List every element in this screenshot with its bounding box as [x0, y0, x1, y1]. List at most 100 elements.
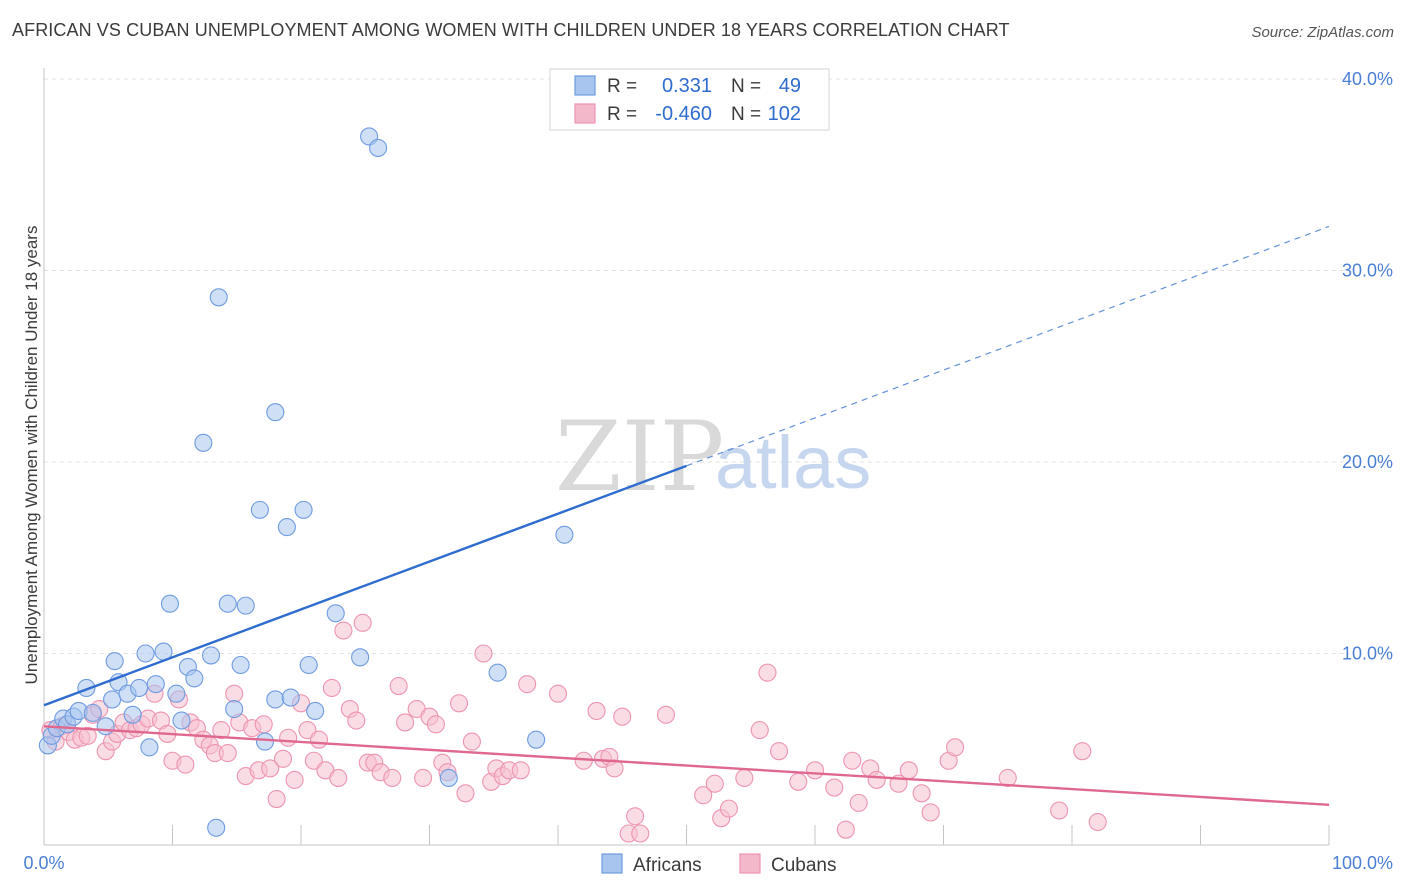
y-tick-label: 10.0%	[1342, 644, 1393, 664]
legend-n-value: 102	[768, 103, 801, 125]
legend-r-value: -0.460	[655, 103, 712, 125]
africans-points	[38, 127, 574, 837]
cubans-point	[836, 820, 855, 839]
africans-point	[266, 690, 285, 709]
gridlines	[44, 78, 1349, 654]
cubans-point	[426, 715, 445, 734]
africans-point	[351, 648, 370, 667]
africans-point	[266, 403, 285, 422]
africans-point	[123, 705, 142, 724]
correlation-legend: R = 0.331 N = 49 R = -0.460 N = 102	[549, 68, 830, 131]
cubans-point	[849, 793, 868, 812]
cubans-point	[285, 770, 304, 789]
africans-point	[277, 518, 296, 537]
cubans-point	[347, 711, 366, 730]
africans-point	[96, 717, 115, 736]
africans-point	[326, 604, 345, 623]
cubans-point	[78, 726, 97, 745]
africans-point	[136, 644, 155, 663]
cubans-point	[1050, 801, 1069, 820]
cubans-point	[254, 715, 273, 734]
cubans-point	[462, 732, 481, 751]
africans-point	[369, 138, 388, 157]
series-legend: Africans Cubans	[601, 853, 837, 876]
africans-point	[527, 730, 546, 749]
y-tick-label: 40.0%	[1342, 69, 1393, 89]
cubans-point	[389, 677, 408, 696]
cubans-point	[511, 761, 530, 780]
africans-point	[202, 646, 221, 665]
cubans-point	[218, 744, 237, 763]
legend-swatch-cubans	[574, 103, 596, 124]
cubans-point	[758, 663, 777, 682]
africans-point	[281, 688, 300, 707]
cubans-point	[383, 768, 402, 788]
bottom-legend-swatch-africans	[601, 853, 623, 874]
africans-point	[209, 288, 228, 307]
cubans-point	[912, 784, 931, 803]
cubans-point	[353, 613, 372, 632]
cubans-point	[735, 768, 754, 788]
cubans-point	[279, 728, 298, 747]
legend-n-value: 49	[779, 75, 801, 97]
cubans-point	[261, 759, 280, 778]
africans-trend-line	[43, 464, 687, 707]
africans-point	[185, 669, 204, 688]
cubans-point	[605, 759, 624, 778]
cubans-point	[694, 786, 713, 805]
africans-point	[236, 596, 255, 615]
africans-point	[255, 732, 275, 751]
africans-point	[146, 675, 165, 694]
cubans-point	[309, 730, 329, 749]
cubans-point	[456, 784, 475, 803]
cubans-point	[946, 738, 965, 757]
legend-r-value: 0.331	[662, 75, 712, 97]
africans-point	[105, 652, 124, 671]
cubans-point	[587, 701, 606, 721]
cubans-point	[212, 721, 231, 740]
bottom-legend-swatch-cubans	[739, 853, 761, 874]
africans-point	[231, 655, 250, 675]
africans-point	[194, 433, 213, 452]
cubans-point	[548, 684, 568, 703]
cubans-point	[769, 742, 789, 761]
cubans-point	[867, 770, 886, 789]
cubans-point	[613, 707, 632, 726]
x-tick-label: 0.0%	[23, 853, 64, 873]
trend-lines	[43, 225, 1330, 806]
africans-point	[140, 738, 159, 757]
cubans-point	[631, 824, 650, 843]
cubans-point	[474, 644, 493, 663]
x-tick-label: 100.0%	[1332, 853, 1393, 873]
africans-point	[218, 594, 237, 613]
cubans-point	[843, 751, 862, 770]
cubans-point	[1073, 742, 1092, 761]
legend-r-label: R =	[607, 104, 637, 125]
africans-point	[167, 684, 186, 703]
cubans-point	[705, 774, 724, 793]
cubans-point	[414, 768, 433, 788]
cubans-point	[921, 803, 940, 822]
africans-point	[160, 594, 179, 613]
cubans-point	[805, 761, 825, 780]
cubans-point	[267, 789, 286, 809]
y-axis-label: Unemployment Among Women with Children U…	[22, 226, 41, 685]
cubans-point	[626, 807, 645, 826]
axes	[43, 68, 1330, 846]
cubans-point	[899, 761, 918, 780]
africans-point	[103, 690, 122, 709]
cubans-trend-line	[43, 725, 1330, 806]
cubans-point	[396, 713, 415, 732]
africans-point	[488, 663, 507, 682]
chart-title: AFRICAN VS CUBAN UNEMPLOYMENT AMONG WOME…	[12, 20, 1010, 40]
cubans-point	[719, 799, 738, 818]
cubans-point	[656, 705, 675, 724]
africans-point	[130, 678, 149, 698]
africans-point	[306, 701, 325, 721]
cubans-point	[329, 768, 348, 788]
africans-point	[225, 699, 244, 719]
africans-point	[83, 703, 102, 722]
y-tick-label: 20.0%	[1342, 452, 1393, 472]
y-tick-labels: 10.0% 20.0% 30.0% 40.0%	[1342, 69, 1393, 664]
